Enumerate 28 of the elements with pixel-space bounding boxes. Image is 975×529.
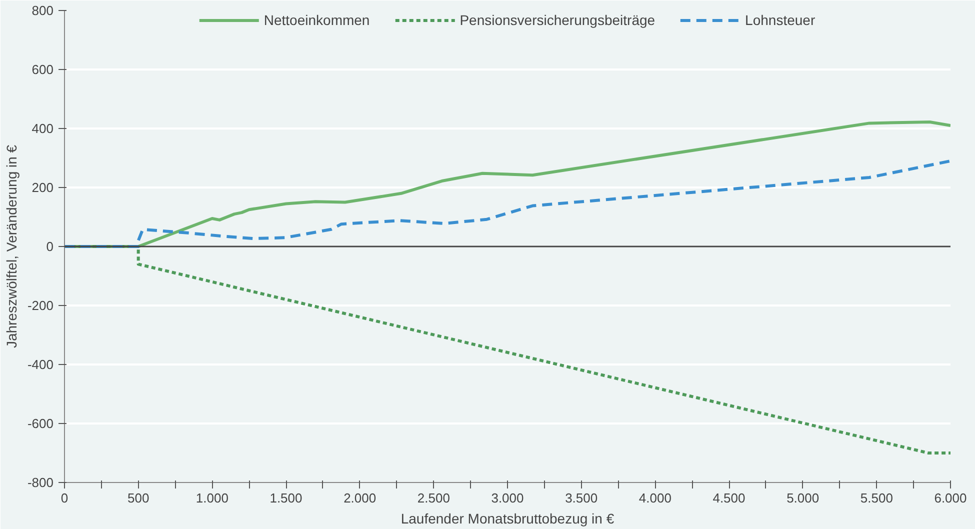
x-tick-label: 5.500 bbox=[860, 490, 893, 506]
legend-label: Pensionsversicherungsbeiträge bbox=[460, 12, 656, 28]
x-tick-label: 0 bbox=[60, 490, 68, 506]
y-tick-label: 800 bbox=[32, 3, 54, 18]
x-tick-label: 4.500 bbox=[712, 490, 746, 506]
x-tick-label: 3.500 bbox=[565, 490, 598, 506]
legend-label: Lohnsteuer bbox=[745, 12, 816, 28]
y-tick-label: 200 bbox=[32, 180, 54, 195]
x-axis-title: Laufender Monatsbruttobezug in € bbox=[400, 510, 614, 526]
y-tick-label: 400 bbox=[32, 121, 54, 136]
x-tick-label: 3.000 bbox=[491, 490, 524, 506]
x-tick-label: 4.000 bbox=[638, 490, 672, 506]
x-tick-label: 2.500 bbox=[417, 490, 450, 506]
line-series bbox=[64, 159, 950, 248]
y-tick-label: -200 bbox=[27, 298, 54, 313]
legend-label: Nettoeinkommen bbox=[264, 12, 370, 28]
y-tick-label: -400 bbox=[27, 357, 54, 372]
y-tick-label: 0 bbox=[46, 239, 54, 254]
y-tick-label: -600 bbox=[27, 416, 54, 431]
y-tick-label: -800 bbox=[27, 475, 54, 490]
x-tick-label: 1.500 bbox=[270, 490, 302, 506]
x-tick-label: 2.000 bbox=[344, 490, 376, 506]
x-tick-label: 1.000 bbox=[196, 490, 228, 506]
x-tick-label: 500 bbox=[127, 490, 150, 506]
x-tick-label: 5.000 bbox=[786, 490, 820, 506]
y-axis-title: Jahreszwölftel, Veränderung in € bbox=[3, 144, 20, 348]
y-tick-label: 600 bbox=[32, 62, 54, 77]
x-tick-label: 6.000 bbox=[934, 490, 967, 506]
